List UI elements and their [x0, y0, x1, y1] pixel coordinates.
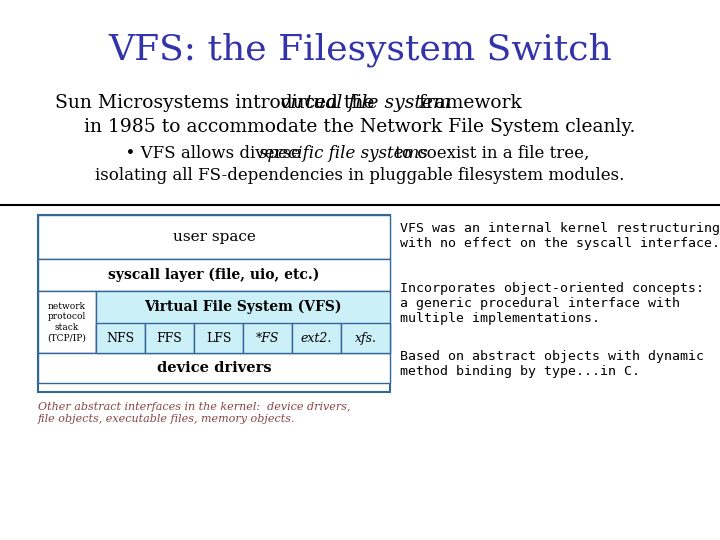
Bar — [38, 259, 390, 291]
Text: network
protocol
stack
(TCP/IP): network protocol stack (TCP/IP) — [48, 302, 86, 342]
Text: device drivers: device drivers — [157, 361, 271, 375]
Text: • VFS allows diverse: • VFS allows diverse — [115, 145, 306, 162]
Text: NFS: NFS — [107, 332, 135, 345]
Text: *FS: *FS — [256, 332, 279, 345]
Bar — [96, 323, 145, 353]
Text: user space: user space — [173, 230, 256, 244]
Bar — [145, 323, 194, 353]
Text: specific file systems: specific file systems — [258, 145, 427, 162]
Text: ext2.: ext2. — [301, 332, 332, 345]
Text: LFS: LFS — [206, 332, 231, 345]
Text: syscall layer (file, uio, etc.): syscall layer (file, uio, etc.) — [108, 268, 320, 282]
Text: to coexist in a file tree,: to coexist in a file tree, — [390, 145, 589, 162]
Text: framework: framework — [413, 94, 522, 112]
Bar — [341, 323, 390, 353]
Text: Sun Microsystems introduced the: Sun Microsystems introduced the — [55, 94, 380, 112]
Bar — [292, 323, 341, 353]
Bar — [38, 353, 390, 383]
Text: isolating all FS-dependencies in pluggable filesystem modules.: isolating all FS-dependencies in pluggab… — [95, 167, 625, 184]
Text: VFS was an internal kernel restructuring
with no effect on the syscall interface: VFS was an internal kernel restructuring… — [400, 222, 720, 250]
Text: xfs.: xfs. — [354, 332, 377, 345]
Text: Based on abstract objects with dynamic
method binding by type...in C.: Based on abstract objects with dynamic m… — [400, 350, 704, 378]
Text: VFS: the Filesystem Switch: VFS: the Filesystem Switch — [108, 33, 612, 68]
Bar — [38, 291, 96, 353]
Text: FFS: FFS — [157, 332, 182, 345]
Bar — [96, 291, 390, 353]
Text: Other abstract interfaces in the kernel:  device drivers,
file objects, executab: Other abstract interfaces in the kernel:… — [38, 402, 351, 423]
Text: in 1985 to accommodate the Network File System cleanly.: in 1985 to accommodate the Network File … — [84, 118, 636, 136]
Bar — [243, 323, 292, 353]
Bar — [38, 215, 390, 259]
Text: virtual file system: virtual file system — [279, 94, 451, 112]
Bar — [38, 215, 390, 392]
Bar — [194, 323, 243, 353]
Text: Incorporates object-oriented concepts:
a generic procedural interface with
multi: Incorporates object-oriented concepts: a… — [400, 282, 704, 325]
Text: Virtual File System (VFS): Virtual File System (VFS) — [144, 300, 342, 314]
